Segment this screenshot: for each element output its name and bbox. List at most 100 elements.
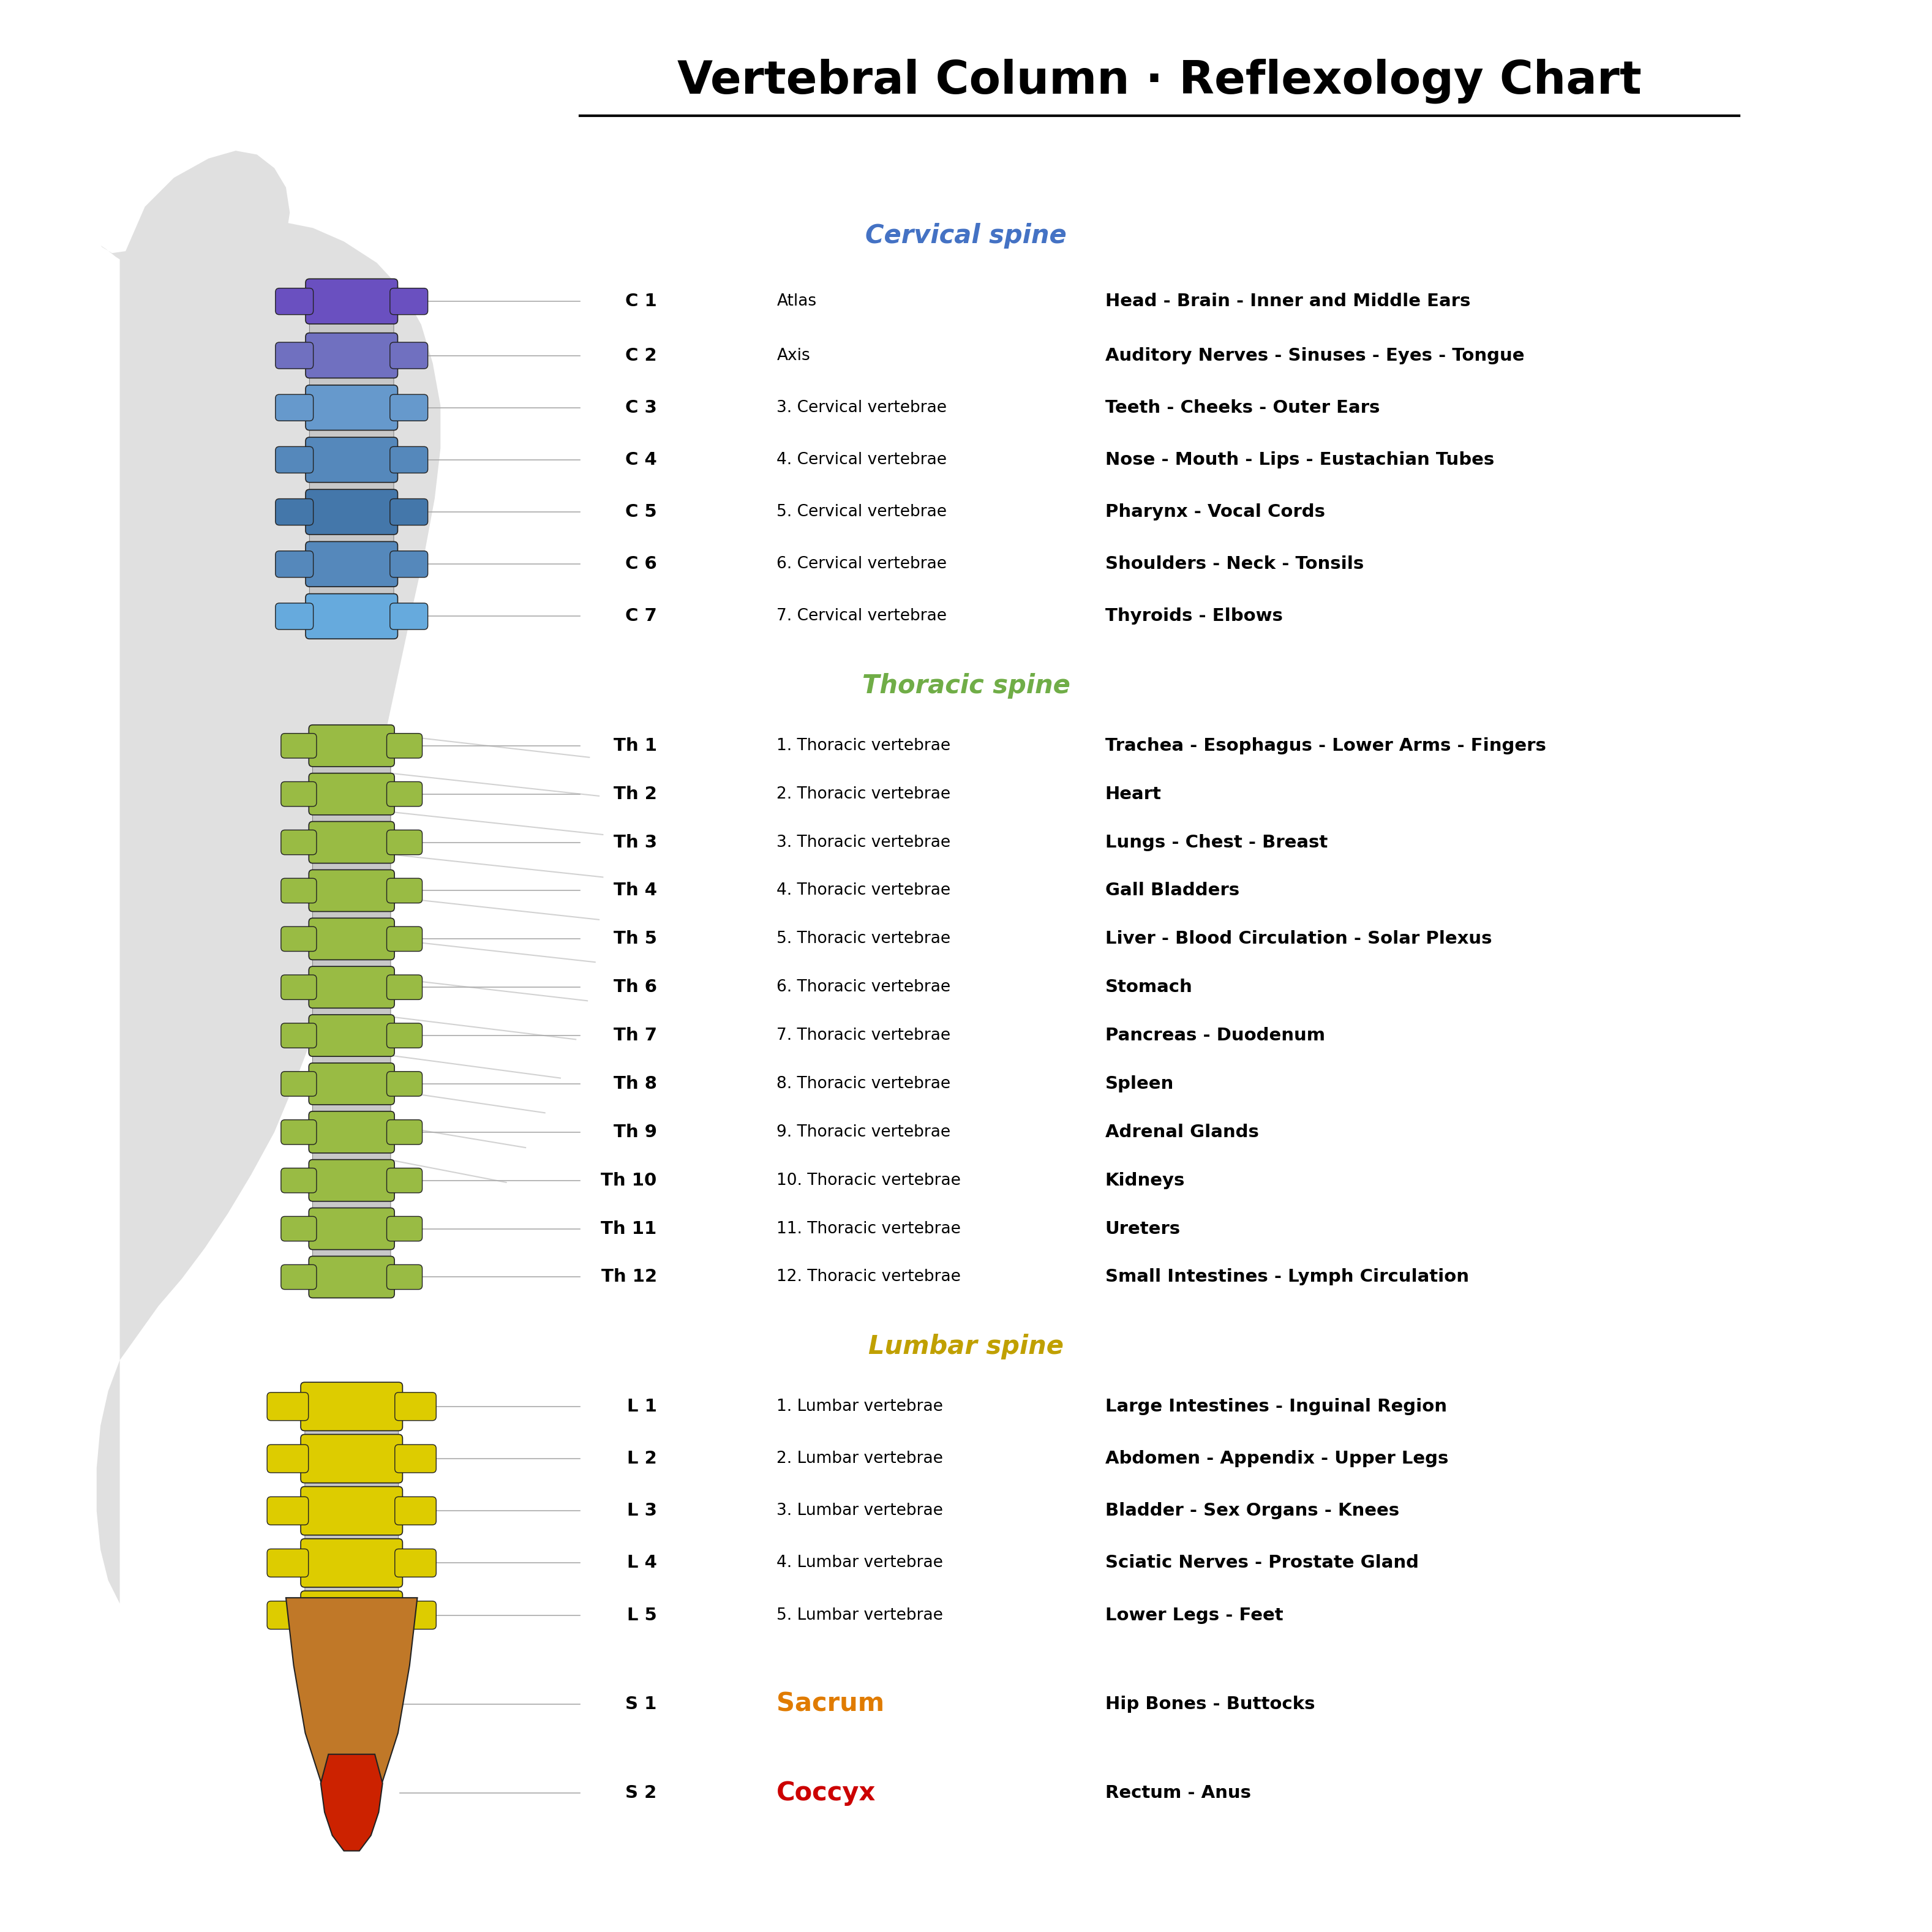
FancyBboxPatch shape — [267, 1445, 309, 1472]
Text: Bladder - Sex Organs - Knees: Bladder - Sex Organs - Knees — [1105, 1503, 1399, 1519]
FancyBboxPatch shape — [305, 278, 398, 325]
Text: Adrenal Glands: Adrenal Glands — [1105, 1124, 1260, 1140]
Text: Shoulders - Neck - Tonsils: Shoulders - Neck - Tonsils — [1105, 556, 1364, 572]
Text: C 4: C 4 — [626, 452, 657, 468]
FancyBboxPatch shape — [390, 342, 427, 369]
FancyBboxPatch shape — [386, 1217, 423, 1240]
Text: C 1: C 1 — [626, 294, 657, 309]
FancyBboxPatch shape — [305, 1478, 398, 1493]
FancyBboxPatch shape — [394, 1549, 437, 1577]
FancyBboxPatch shape — [276, 288, 313, 315]
FancyBboxPatch shape — [394, 1602, 437, 1629]
FancyBboxPatch shape — [280, 927, 317, 951]
Text: 3. Lumbar vertebrae: 3. Lumbar vertebrae — [777, 1503, 943, 1519]
FancyBboxPatch shape — [313, 1101, 390, 1115]
Text: C 3: C 3 — [626, 400, 657, 415]
FancyBboxPatch shape — [390, 288, 427, 315]
Text: 9. Thoracic vertebrae: 9. Thoracic vertebrae — [777, 1124, 951, 1140]
FancyBboxPatch shape — [394, 1393, 437, 1420]
FancyBboxPatch shape — [309, 531, 394, 547]
FancyBboxPatch shape — [386, 734, 423, 757]
FancyBboxPatch shape — [386, 782, 423, 806]
Polygon shape — [100, 151, 290, 290]
Text: Ureters: Ureters — [1105, 1221, 1180, 1236]
FancyBboxPatch shape — [313, 763, 390, 777]
Polygon shape — [286, 1598, 417, 1820]
FancyBboxPatch shape — [309, 1111, 394, 1153]
FancyBboxPatch shape — [309, 869, 394, 912]
Text: 7. Thoracic vertebrae: 7. Thoracic vertebrae — [777, 1028, 951, 1043]
Text: L 5: L 5 — [628, 1607, 657, 1623]
FancyBboxPatch shape — [280, 734, 317, 757]
Text: Abdomen - Appendix - Upper Legs: Abdomen - Appendix - Upper Legs — [1105, 1451, 1449, 1466]
FancyBboxPatch shape — [309, 773, 394, 815]
Text: Coccyx: Coccyx — [777, 1779, 875, 1806]
Text: C 5: C 5 — [626, 504, 657, 520]
Text: 12. Thoracic vertebrae: 12. Thoracic vertebrae — [777, 1269, 960, 1285]
Text: Stomach: Stomach — [1105, 980, 1192, 995]
FancyBboxPatch shape — [313, 1150, 390, 1163]
Text: Thyroids - Elbows: Thyroids - Elbows — [1105, 609, 1283, 624]
Text: Trachea - Esophagus - Lower Arms - Fingers: Trachea - Esophagus - Lower Arms - Finge… — [1105, 738, 1546, 753]
FancyBboxPatch shape — [301, 1590, 402, 1640]
Text: Lower Legs - Feet: Lower Legs - Feet — [1105, 1607, 1283, 1623]
FancyBboxPatch shape — [309, 918, 394, 960]
FancyBboxPatch shape — [313, 908, 390, 922]
Text: 5. Cervical vertebrae: 5. Cervical vertebrae — [777, 504, 947, 520]
Text: Teeth - Cheeks - Outer Ears: Teeth - Cheeks - Outer Ears — [1105, 400, 1379, 415]
FancyBboxPatch shape — [267, 1602, 309, 1629]
Text: 8. Thoracic vertebrae: 8. Thoracic vertebrae — [777, 1076, 951, 1092]
FancyBboxPatch shape — [386, 1265, 423, 1289]
FancyBboxPatch shape — [309, 966, 394, 1009]
FancyBboxPatch shape — [313, 1053, 390, 1066]
Text: 2. Thoracic vertebrae: 2. Thoracic vertebrae — [777, 786, 951, 802]
Text: Auditory Nerves - Sinuses - Eyes - Tongue: Auditory Nerves - Sinuses - Eyes - Tongu… — [1105, 348, 1524, 363]
Text: Heart: Heart — [1105, 786, 1161, 802]
FancyBboxPatch shape — [305, 332, 398, 379]
FancyBboxPatch shape — [394, 1497, 437, 1524]
FancyBboxPatch shape — [390, 498, 427, 526]
Text: Th 11: Th 11 — [601, 1221, 657, 1236]
FancyBboxPatch shape — [309, 1208, 394, 1250]
FancyBboxPatch shape — [280, 1217, 317, 1240]
Text: Th 3: Th 3 — [612, 835, 657, 850]
FancyBboxPatch shape — [309, 583, 394, 599]
FancyBboxPatch shape — [305, 1580, 398, 1596]
FancyBboxPatch shape — [305, 384, 398, 431]
Text: Th 8: Th 8 — [614, 1076, 657, 1092]
Text: Th 10: Th 10 — [601, 1173, 657, 1188]
FancyBboxPatch shape — [280, 782, 317, 806]
FancyBboxPatch shape — [309, 724, 394, 767]
Text: Large Intestines - Inguinal Region: Large Intestines - Inguinal Region — [1105, 1399, 1447, 1414]
Text: C 6: C 6 — [626, 556, 657, 572]
FancyBboxPatch shape — [390, 603, 427, 630]
Text: C 2: C 2 — [626, 348, 657, 363]
Text: Cervical spine: Cervical spine — [866, 222, 1066, 249]
FancyBboxPatch shape — [280, 879, 317, 902]
Text: Th 2: Th 2 — [614, 786, 657, 802]
FancyBboxPatch shape — [301, 1381, 402, 1432]
Text: 10. Thoracic vertebrae: 10. Thoracic vertebrae — [777, 1173, 960, 1188]
FancyBboxPatch shape — [313, 1198, 390, 1211]
Polygon shape — [97, 220, 440, 1604]
FancyBboxPatch shape — [301, 1538, 402, 1588]
FancyBboxPatch shape — [276, 498, 313, 526]
Text: C 7: C 7 — [626, 609, 657, 624]
FancyBboxPatch shape — [301, 1434, 402, 1484]
Text: 6. Thoracic vertebrae: 6. Thoracic vertebrae — [777, 980, 951, 995]
Text: Th 9: Th 9 — [612, 1124, 657, 1140]
Text: Pancreas - Duodenum: Pancreas - Duodenum — [1105, 1028, 1325, 1043]
FancyBboxPatch shape — [309, 1063, 394, 1105]
Text: Th 1: Th 1 — [612, 738, 657, 753]
Text: Spleen: Spleen — [1105, 1076, 1175, 1092]
FancyBboxPatch shape — [386, 976, 423, 999]
FancyBboxPatch shape — [305, 541, 398, 587]
FancyBboxPatch shape — [267, 1549, 309, 1577]
FancyBboxPatch shape — [305, 1426, 398, 1441]
FancyBboxPatch shape — [305, 437, 398, 483]
Text: 4. Lumbar vertebrae: 4. Lumbar vertebrae — [777, 1555, 943, 1571]
FancyBboxPatch shape — [390, 446, 427, 473]
FancyBboxPatch shape — [313, 1005, 390, 1018]
FancyBboxPatch shape — [305, 489, 398, 535]
Text: Lungs - Chest - Breast: Lungs - Chest - Breast — [1105, 835, 1327, 850]
